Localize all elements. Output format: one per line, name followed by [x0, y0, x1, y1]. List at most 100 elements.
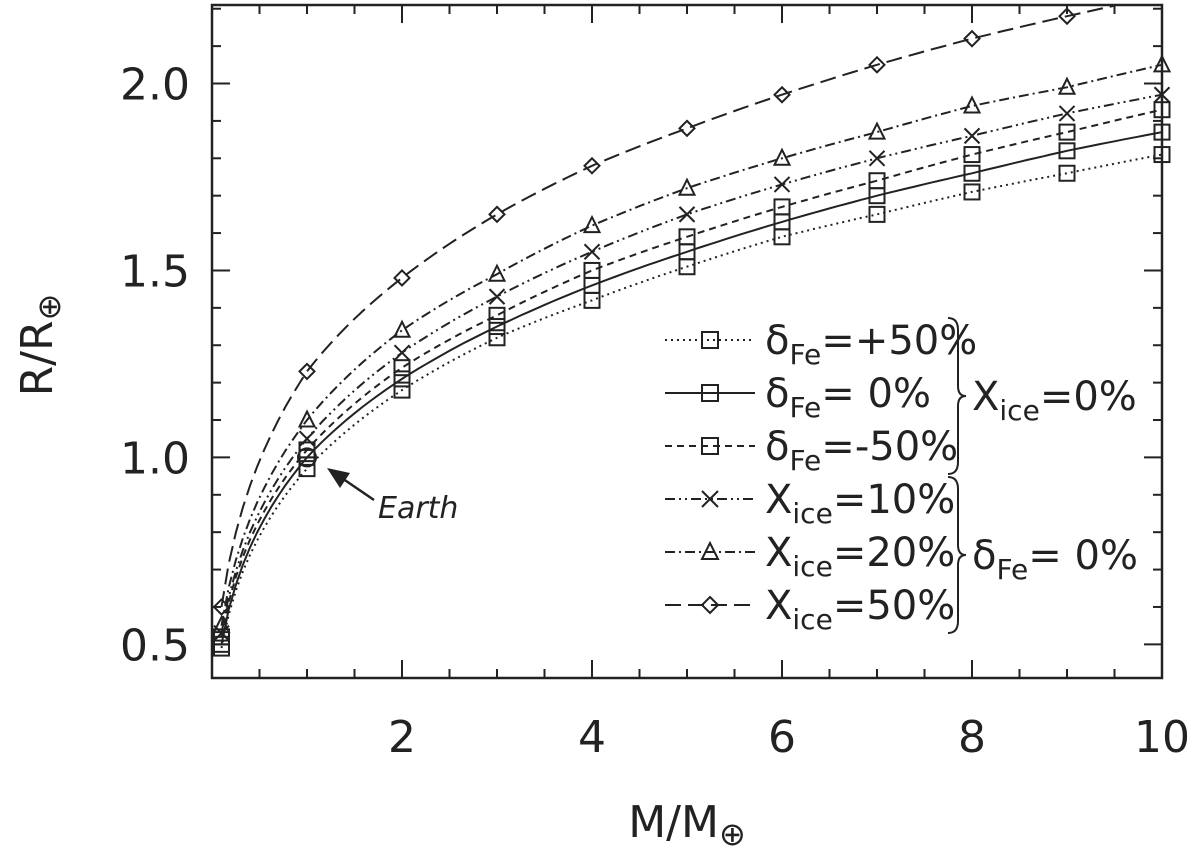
data-point-xice_10-8 — [963, 127, 981, 145]
legend-marker — [701, 437, 719, 455]
x-tick-label: 8 — [958, 712, 986, 763]
y-tick-label: 0.5 — [120, 620, 190, 671]
legend-item-dfe_m50: δFe=-50% — [665, 424, 958, 477]
y-axis-label-symbol: ⊕ — [30, 294, 68, 321]
legend-item-dfe_0: δFe= 0% — [665, 371, 931, 424]
brace-label: Xice=0% — [972, 374, 1137, 427]
data-point-xice_50-2 — [393, 269, 411, 287]
series-layer — [220, 4, 1163, 649]
x-axis-label: M/M⊕ — [628, 797, 746, 853]
series-line-dfe_m50 — [220, 108, 1163, 638]
data-point-dfe_0-3 — [488, 318, 506, 336]
legend-label: Xice=10% — [765, 477, 955, 530]
data-point-dfe_0-9 — [1058, 142, 1076, 160]
legend-marker — [700, 540, 720, 560]
y-tick-label: 1.0 — [120, 433, 190, 484]
data-point-dfe_m50-6 — [773, 198, 791, 216]
brace-shape — [947, 317, 967, 475]
legend-item-xice_10: Xice=10% — [665, 477, 955, 530]
data-point-xice_10-7 — [868, 150, 886, 167]
data-point-xice_50-4 — [583, 156, 601, 175]
legend-marker — [701, 490, 719, 508]
data-point-dfe_m50-9 — [1058, 123, 1076, 141]
series-line-dfe_p50 — [220, 153, 1163, 649]
x-tick-label: 10 — [1134, 712, 1190, 763]
data-point-xice_20-7 — [867, 121, 887, 140]
earth-annotation: Earth — [297, 447, 458, 526]
data-point-xice_20-3 — [487, 263, 507, 282]
data-point-xice_50-7 — [868, 55, 886, 74]
data-point-dfe_0-2 — [393, 370, 411, 388]
series-line-xice_20 — [220, 63, 1163, 626]
data-point-dfe_m50-7 — [868, 172, 886, 190]
marker-layer — [212, 7, 1172, 657]
legend-brace-0: Xice=0% — [947, 317, 1137, 475]
data-point-dfe_p50-6 — [773, 228, 791, 246]
legend-label: Xice=50% — [765, 583, 955, 636]
x-axis-label-text: M/M⊕ — [628, 797, 746, 853]
data-point-xice_20-9 — [1057, 76, 1077, 95]
data-point-xice_50-9 — [1058, 7, 1076, 26]
y-axis-label: R/R⊕ — [12, 294, 68, 397]
data-point-xice_20-0 — [212, 614, 231, 634]
data-point-xice_20-4 — [582, 214, 602, 234]
x-tick-label: 6 — [768, 712, 796, 763]
data-point-xice_10-3 — [488, 288, 506, 305]
data-point-dfe_p50-2 — [393, 381, 411, 399]
x-axis-label-main: M/M — [628, 797, 719, 848]
legend-item-xice_20: Xice=20% — [665, 530, 955, 583]
legend-label: Xice=20% — [765, 530, 955, 583]
y-tick-label: 1.5 — [120, 246, 190, 297]
data-point-xice_20-6 — [772, 147, 792, 166]
data-point-xice_50-5 — [678, 119, 696, 138]
data-point-dfe_p50-1 — [298, 460, 316, 478]
legend-label: δFe= 0% — [765, 371, 931, 424]
label-layer: 2 4 6 8 10 0.5 1.0 1.5 2.0 — [120, 60, 1190, 763]
legend-marker — [700, 595, 720, 615]
data-point-xice_20-1 — [297, 409, 317, 428]
data-point-xice_10-6 — [773, 176, 791, 193]
data-point-xice_10-1 — [298, 430, 316, 447]
data-point-dfe_m50-2 — [393, 359, 411, 377]
data-point-dfe_0-8 — [963, 164, 981, 182]
earth-label: Earth — [378, 491, 458, 526]
tick-layer — [212, 5, 1162, 678]
data-point-xice_50-1 — [298, 362, 316, 381]
data-point-xice_10-2 — [393, 344, 411, 361]
data-point-xice_50-3 — [488, 205, 506, 224]
y-axis-label-text: R/R⊕ — [12, 294, 68, 397]
legend-item-xice_50: Xice=50% — [665, 583, 955, 636]
x-tick-label: 2 — [388, 712, 416, 763]
series-line-xice_50 — [220, 4, 1115, 608]
legend-label: δFe=-50% — [765, 424, 958, 477]
data-point-dfe_m50-5 — [678, 228, 696, 246]
data-point-xice_20-8 — [962, 95, 982, 114]
legend-braces: Xice=0% δFe= 0% — [947, 317, 1138, 634]
data-point-xice_10-4 — [583, 243, 601, 260]
x-tick-label: 4 — [578, 712, 606, 763]
y-axis-label-main: R/R — [12, 320, 63, 396]
legend: δFe=+50%δFe= 0%δFe=-50%Xice=10%Xice=20%X… — [665, 318, 977, 636]
data-point-dfe_m50-8 — [963, 146, 981, 164]
data-point-xice_50-0 — [212, 598, 231, 616]
data-point-xice_10-5 — [678, 206, 696, 223]
legend-marker — [701, 331, 719, 349]
series-line-dfe_0 — [220, 131, 1163, 645]
legend-brace-1: δFe= 0% — [947, 476, 1138, 634]
legend-label: δFe=+50% — [765, 318, 977, 371]
y-tick-label: 2.0 — [120, 60, 190, 111]
data-point-xice_20-2 — [392, 319, 412, 338]
data-point-dfe_p50-8 — [963, 183, 981, 201]
data-point-dfe_m50-4 — [583, 261, 601, 279]
brace-label: δFe= 0% — [972, 533, 1138, 586]
data-point-xice_50-6 — [773, 85, 791, 104]
series-line-xice_10 — [220, 93, 1163, 634]
brace-shape — [947, 476, 967, 634]
data-point-dfe_m50-3 — [488, 306, 506, 324]
data-point-xice_20-5 — [677, 177, 697, 196]
data-point-dfe_p50-7 — [868, 205, 886, 223]
earth-arrow-head — [327, 468, 350, 488]
data-point-dfe_p50-3 — [488, 329, 506, 347]
data-point-dfe_p50-9 — [1058, 164, 1076, 182]
